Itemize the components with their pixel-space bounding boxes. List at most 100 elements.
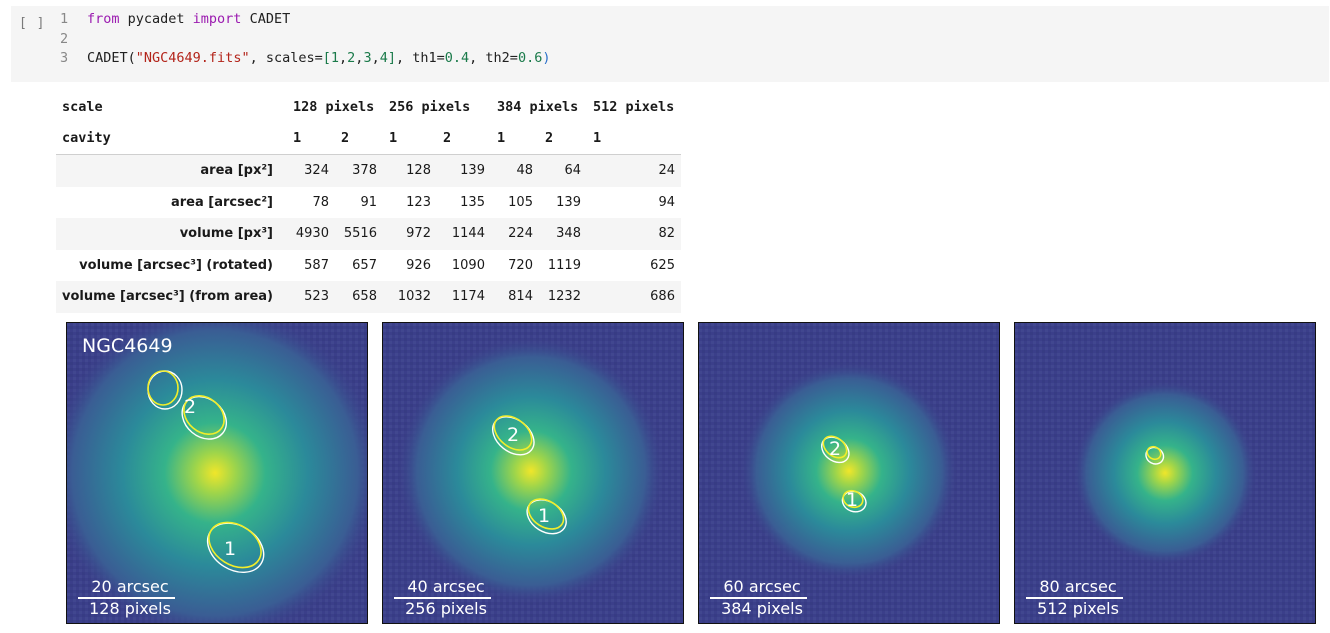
code-token: pycadet [119,11,193,27]
row-label: area [arcsec²] [170,194,273,210]
cavity-contour-extra [147,370,183,410]
galaxy-core [1072,380,1258,566]
table-cell: 94 [658,194,675,210]
cavity-header: 1 [382,122,437,155]
panel-256: 1 2 40 arcsec 256 pixels [382,322,684,624]
scalebar-pixels: 128 pixels [89,599,171,618]
table-cell: 720 [508,257,533,273]
cavity-contour-2 [181,394,228,440]
table-cell: 814 [508,289,533,305]
cavity-contour-1 [526,498,567,535]
table-cell: 657 [352,257,377,273]
table-cell: 625 [650,257,675,273]
cavity-label: 1 [538,505,550,527]
code-token: from [87,11,120,27]
line-number: 1 [60,11,69,27]
table-cell: 48 [516,163,533,179]
xray-image: 12 [383,323,683,623]
code-editor[interactable]: 1 from pycadet import CADET 2 3 CADET("NGC46… [60,10,550,69]
table-row: volume [arcsec³] (rotated) 587 657 926 1090 7… [56,250,681,282]
scalebar-arcsec: 60 arcsec [723,577,801,596]
line-number: 3 [60,50,69,66]
table-cell: 1144 [451,226,485,242]
code-token: 0.4 [444,50,470,66]
panel-512: 80 arcsec 512 pixels [1014,322,1316,624]
xray-image: 12 [67,323,367,623]
cavity-label: 2 [507,424,519,446]
table-cell: 523 [304,289,329,305]
cavity-label: 2 [829,438,841,460]
code-token: 3 [363,50,372,66]
line-number: 2 [60,30,69,47]
row-label: volume [arcsec³] (from area) [62,289,273,305]
scale-header: 128 pixels [292,98,375,115]
code-token: , scales= [249,50,323,66]
code-token: , th1= [396,50,445,66]
table-row: area [arcsec²] 78 91 123 135 105 139 94 [56,187,681,219]
table-cell: 1090 [451,257,485,273]
code-token: import [192,11,242,27]
galaxy-core [739,361,959,581]
cavity-header: 2 [436,122,491,155]
cavity-contour-extra [1145,445,1165,465]
code-token: , [339,50,348,66]
code-line: 2 [60,30,550,50]
code-token: 4 [379,50,388,66]
code-token: , [371,50,380,66]
scalebar-arcsec: 20 arcsec [91,577,169,596]
code-token: ] [387,50,396,66]
row-label: volume [px³] [179,226,273,242]
scale-header: 256 pixels [388,98,471,115]
code-token: CADET( [87,50,136,66]
xray-image: 12 [699,323,999,623]
cavity-header: 1 [490,122,539,155]
table-cell: 378 [352,163,377,179]
galaxy-core [396,336,666,606]
cavity-contour-2 [821,435,850,464]
table-cell: 123 [406,194,431,210]
table-row: area [px²] 324 378 128 139 48 64 24 [56,154,681,187]
cavity-label: cavity [56,122,287,155]
cavity-contour-2 [492,415,535,456]
table-cell: 926 [406,257,431,273]
table-cell: 24 [658,163,675,179]
cavity-contour-1 [206,521,265,573]
table-cell: 686 [650,289,675,305]
cavity-header: 1 [286,122,335,155]
scalebar-line [394,597,491,599]
row-label: volume [arcsec³] (rotated) [79,257,273,273]
code-cell[interactable] [11,6,1329,82]
code-token: 2 [347,50,356,66]
cavity-label: 1 [846,489,858,511]
code-token: "NGC4649.fits" [135,50,250,66]
cavity-label: 1 [224,538,236,560]
cavity-header: 2 [538,122,587,155]
table-cell: 139 [556,194,581,210]
scale-label: scale [62,98,103,115]
table-cell: 91 [360,194,377,210]
scalebar-arcsec: 40 arcsec [407,577,485,596]
cavity-contour-1 [841,489,867,513]
scale-header: 512 pixels [592,98,675,115]
cavity-header: 1 [586,122,681,155]
cell-prompt: [ ] [19,16,46,31]
code-token: CADET [241,11,291,27]
cavity-header: 2 [334,122,383,155]
table-cell: 105 [508,194,533,210]
panel-384: 1 2 60 arcsec 384 pixels [698,322,1000,624]
code-line: 1 from pycadet import CADET [60,10,550,30]
cavity-label: 2 [184,396,196,418]
table-cell: 348 [556,226,581,242]
table-cell: 139 [460,163,485,179]
table-header-cavity: cavity 1 2 1 2 1 2 1 [56,122,681,155]
galaxy-core [67,323,367,623]
table-cell: 1119 [547,257,581,273]
table-row: volume [arcsec³] (from area) 523 658 1032 11… [56,281,681,313]
table-cell: 1232 [547,289,581,305]
code-token: 0.6 [517,50,543,66]
panel-title: NGC4649 [82,335,173,357]
table-cell: 1032 [397,289,431,305]
scalebar-pixels: 384 pixels [721,599,803,618]
panel-128: 1 2 NGC4649 20 arcsec 128 pixels [66,322,368,624]
results-table: scale 128 pixels 256 pixels 384 pixels 5… [56,91,681,313]
